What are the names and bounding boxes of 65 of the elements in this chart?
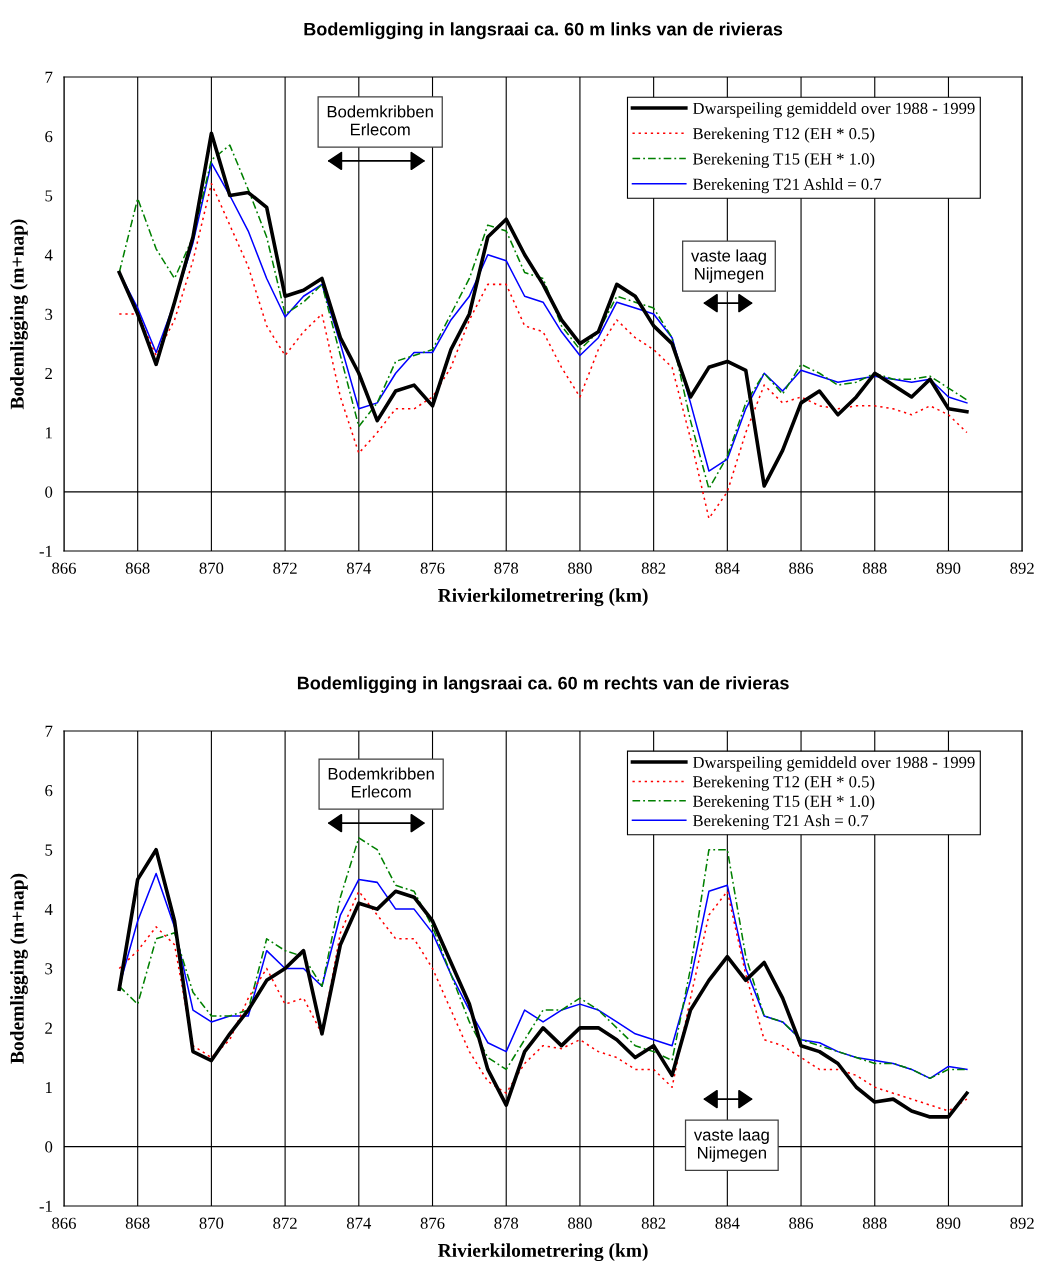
annotation: Bodemkribben Erlecom — [328, 767, 434, 798]
y-tick-label: 4 — [44, 903, 53, 915]
legend-label: Dwarspeiling gemiddeld over 1988 - 1999 — [692, 102, 975, 118]
legend-label: Berekening T12 (EH * 0.5) — [692, 127, 875, 143]
legend-label: Berekening T21 Ash = 0.7 — [692, 814, 869, 830]
y-tick-label: 3 — [45, 963, 53, 975]
y-tick-label: 5 — [45, 844, 53, 856]
y-tick-label: 1 — [46, 1082, 52, 1094]
x-tick-label: 872 — [273, 1217, 297, 1229]
x-tick-label: 866 — [52, 1217, 76, 1229]
x-tick-label: 876 — [420, 1217, 445, 1229]
x-tick-label: 884 — [715, 562, 740, 574]
y-tick-label: 5 — [45, 190, 53, 202]
y-tick-label: 2 — [45, 1022, 52, 1034]
legend-label: Berekening T15 (EH * 1.0) — [692, 795, 875, 811]
x-tick-label: 890 — [936, 562, 961, 574]
x-tick-label: 884 — [715, 1217, 740, 1229]
x-tick-label: 868 — [125, 562, 150, 574]
x-tick-label: 888 — [862, 562, 887, 574]
x-axis-title: Rivierkilometrering (km) — [438, 1243, 648, 1262]
legend-label: Berekening T12 (EH * 0.5) — [692, 775, 875, 791]
y-axis-title: Bodemligging (m+nap) — [10, 873, 28, 1064]
x-tick-label: 868 — [125, 1217, 150, 1229]
x-tick-label: 872 — [273, 562, 297, 574]
x-tick-label: 870 — [199, 1217, 224, 1229]
x-axis-title: Rivierkilometrering (km) — [438, 588, 648, 607]
y-tick-label: 2 — [45, 368, 52, 380]
annotation: vaste laag Nijmegen — [693, 1128, 769, 1162]
y-tick-label: 3 — [45, 308, 53, 320]
annotation: vaste laag Nijmegen — [691, 249, 766, 283]
y-axis-title: Bodemligging (m+nap) — [10, 219, 28, 410]
x-tick-label: 882 — [641, 1217, 666, 1229]
legend-label: Berekening T21 Ashld = 0.7 — [692, 178, 882, 194]
x-tick-label: 878 — [494, 562, 519, 574]
y-tick-label: 0 — [45, 486, 53, 498]
x-tick-label: 882 — [641, 562, 666, 574]
x-tick-label: 874 — [346, 562, 372, 574]
y-tick-label: 4 — [44, 249, 53, 261]
y-tick-label: 0 — [45, 1141, 53, 1153]
line-series — [118, 890, 968, 1112]
y-tick-label: -1 — [39, 1200, 52, 1212]
annotation: Bodemkribben Erlecom — [327, 105, 433, 136]
y-tick-label: 7 — [45, 71, 53, 83]
x-tick-label: 892 — [1010, 562, 1034, 574]
y-tick-label: 1 — [46, 427, 52, 439]
x-tick-label: 880 — [568, 562, 592, 574]
x-tick-label: 890 — [936, 1217, 961, 1229]
y-tick-label: -1 — [39, 545, 52, 557]
x-tick-label: 878 — [494, 1217, 519, 1229]
legend-label: Berekening T15 (EH * 1.0) — [692, 152, 875, 168]
legend-label: Dwarspeiling gemiddeld over 1988 - 1999 — [692, 756, 975, 772]
x-tick-label: 876 — [420, 562, 445, 574]
x-tick-label: 886 — [789, 1217, 814, 1229]
y-tick-label: 7 — [45, 725, 53, 737]
x-tick-label: 866 — [52, 562, 76, 574]
x-tick-label: 880 — [568, 1217, 592, 1229]
y-tick-label: 6 — [45, 785, 53, 797]
x-tick-label: 874 — [346, 1217, 372, 1229]
y-tick-label: 6 — [45, 131, 53, 143]
chart-title: Bodemligging in langsraai ca. 60 m rechts van de rivieras — [297, 676, 789, 694]
x-tick-label: 870 — [199, 562, 224, 574]
chart-title: Bodemligging in langsraai ca. 60 m links van de rivieras — [304, 22, 783, 40]
x-tick-label: 888 — [862, 1217, 887, 1229]
x-tick-label: 886 — [789, 562, 814, 574]
x-tick-label: 892 — [1010, 1217, 1034, 1229]
